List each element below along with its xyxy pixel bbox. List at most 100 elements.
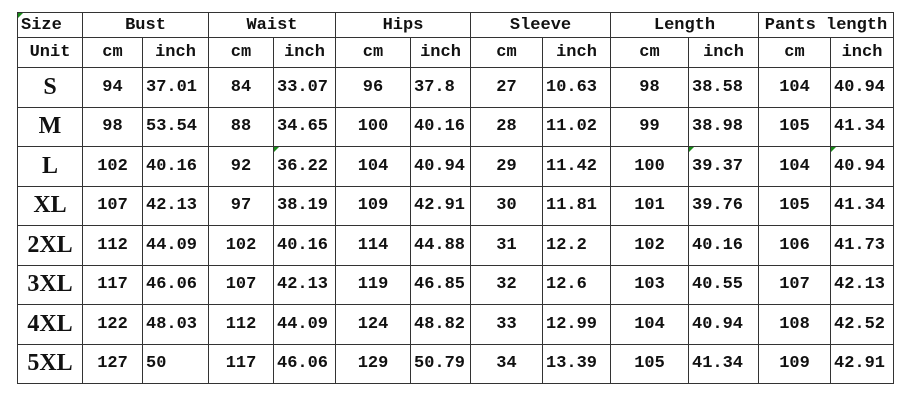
cm-value-cell: 124 [335,304,411,345]
cm-value-cell: 88 [208,106,274,147]
inch-value-cell: 37.01 [142,67,209,108]
cm-value-cell: 112 [82,225,143,266]
cm-value-cell: 96 [335,67,411,108]
cm-value-cell: 129 [335,343,411,384]
inch-value-cell: 38.19 [273,185,336,226]
inch-value-cell: 40.16 [410,106,471,147]
cm-value-cell: 104 [758,67,831,108]
cm-value-cell: 101 [610,185,689,226]
cm-value-cell: 102 [82,146,143,187]
cm-value-cell: 103 [610,264,689,305]
cm-value-cell: 106 [758,225,831,266]
table-row: 3XL 117 46.06 107 42.13 119 46.85 32 12.6 103 40.5… [17,264,894,305]
inch-value-cell: 50 [142,343,209,384]
inch-value-cell: 42.13 [273,264,336,305]
group-header-sleeve: Sleeve [470,12,611,38]
inch-value-cell: 50.79 [410,343,471,384]
inch-value-cell: 40.55 [688,264,759,305]
cm-value-cell: 97 [208,185,274,226]
inch-value-cell: 40.94 [688,304,759,345]
cm-value-cell: 92 [208,146,274,187]
cm-value-cell: 114 [335,225,411,266]
inch-value-cell: 33.07 [273,67,336,108]
cm-value-cell: 102 [208,225,274,266]
inch-value-cell: 38.58 [688,67,759,108]
cm-value-cell: 107 [82,185,143,226]
unit-cell-cm: cm [82,37,143,68]
inch-value-cell: 10.63 [542,67,611,108]
cm-value-cell: 100 [610,146,689,187]
cm-value-cell: 31 [470,225,543,266]
unit-cell-inch: inch [142,37,209,68]
table-row: M 98 53.54 88 34.65 100 40.16 28 11.02 99 38.98 105… [17,106,894,147]
unit-cell-cm: cm [208,37,274,68]
inch-value-cell: 36.22 [273,146,336,187]
inch-value-cell: 40.94 [830,67,894,108]
inch-value-cell: 42.91 [410,185,471,226]
inch-value-cell: 48.82 [410,304,471,345]
inch-value-cell: 46.85 [410,264,471,305]
inch-value-cell: 39.37 [688,146,759,187]
size-cell: L [17,146,83,187]
unit-cell-cm: cm [758,37,831,68]
unit-cell-inch: inch [542,37,611,68]
unit-cell-inch: inch [273,37,336,68]
size-cell: 2XL [17,225,83,266]
inch-value-cell: 38.98 [688,106,759,147]
inch-value-cell: 42.91 [830,343,894,384]
inch-value-cell: 41.34 [830,106,894,147]
table-row: 4XL 122 48.03 112 44.09 124 48.82 33 12.99 104 40.… [17,304,894,345]
cm-value-cell: 30 [470,185,543,226]
inch-value-cell: 41.34 [830,185,894,226]
table-row: L 102 40.16 92 36.22 104 40.94 29 11.42 100 39.37 1… [17,146,894,187]
cm-value-cell: 98 [610,67,689,108]
cm-value-cell: 107 [758,264,831,305]
inch-value-cell: 40.16 [688,225,759,266]
cm-value-cell: 127 [82,343,143,384]
cm-value-cell: 29 [470,146,543,187]
size-cell: 4XL [17,304,83,345]
inch-value-cell: 41.73 [830,225,894,266]
inch-value-cell: 12.6 [542,264,611,305]
size-cell: XL [17,185,83,226]
group-header-length: Length [610,12,759,38]
group-header-pants-length: Pants length [758,12,894,38]
unit-cell-cm: cm [470,37,543,68]
cm-value-cell: 105 [610,343,689,384]
inch-value-cell: 42.13 [142,185,209,226]
cm-value-cell: 34 [470,343,543,384]
cm-value-cell: 84 [208,67,274,108]
inch-value-cell: 48.03 [142,304,209,345]
cm-value-cell: 122 [82,304,143,345]
group-header-bust: Bust [82,12,209,38]
cm-value-cell: 33 [470,304,543,345]
inch-value-cell: 37.8 [410,67,471,108]
unit-header: Unit [17,37,83,68]
cm-value-cell: 112 [208,304,274,345]
group-header-hips: Hips [335,12,471,38]
cm-value-cell: 104 [610,304,689,345]
inch-value-cell: 13.39 [542,343,611,384]
inch-value-cell: 46.06 [142,264,209,305]
cm-value-cell: 117 [82,264,143,305]
size-header: Size [17,12,83,38]
inch-value-cell: 41.34 [688,343,759,384]
cm-value-cell: 100 [335,106,411,147]
cm-value-cell: 119 [335,264,411,305]
size-cell: 5XL [17,343,83,384]
inch-value-cell: 42.52 [830,304,894,345]
unit-cell-inch: inch [410,37,471,68]
cm-value-cell: 98 [82,106,143,147]
inch-value-cell: 46.06 [273,343,336,384]
size-cell: 3XL [17,264,83,305]
cm-value-cell: 94 [82,67,143,108]
inch-value-cell: 40.94 [830,146,894,187]
cm-value-cell: 104 [758,146,831,187]
unit-cell-inch: inch [830,37,894,68]
size-cell: M [17,106,83,147]
table-row: XL 107 42.13 97 38.19 109 42.91 30 11.81 101 39.76… [17,185,894,226]
cm-value-cell: 28 [470,106,543,147]
size-cell: S [17,67,83,108]
header-row-groups: Size Bust Waist Hips Sleeve Length Pants… [17,12,894,38]
inch-value-cell: 11.42 [542,146,611,187]
